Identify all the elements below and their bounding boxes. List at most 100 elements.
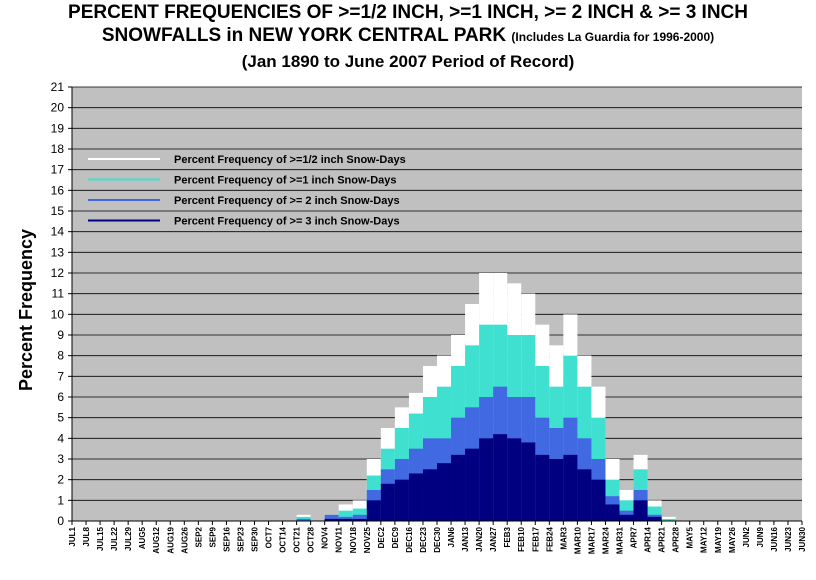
x-tick-label: MAY19	[714, 526, 723, 552]
y-axis-label: Percent Frequency	[16, 229, 36, 391]
y-tick-label: 20	[51, 101, 65, 115]
y-tick-label: 8	[57, 349, 64, 363]
x-tick-label: MAR24	[601, 526, 610, 554]
x-tick-label: NOV11	[335, 526, 344, 552]
chart-subtitle: (Jan 1890 to June 2007 Period of Record)	[241, 52, 575, 71]
bar	[437, 463, 452, 521]
x-tick-label: JUN2	[742, 526, 751, 547]
chart-title-line1: PERCENT FREQUENCIES OF >=1/2 INCH, >=1 I…	[68, 2, 748, 23]
x-tick-label: APR7	[630, 526, 639, 548]
x-tick-label: AUG12	[152, 526, 161, 553]
legend-label: Percent Frequency of >= 3 inch Snow-Days	[174, 216, 400, 228]
y-tick-label: 3	[57, 452, 64, 466]
chart-title-note: (Includes La Guardia for 1996-2000)	[511, 30, 715, 44]
y-tick-label: 12	[51, 266, 65, 280]
x-tick-label: JUN30	[798, 526, 807, 551]
x-tick-label: FEB3	[503, 526, 512, 547]
y-tick-label: 6	[57, 390, 64, 404]
bar	[605, 504, 620, 521]
series-three-inch	[324, 434, 662, 521]
bar	[296, 518, 311, 521]
y-tick-label: 2	[57, 473, 64, 487]
bar	[507, 438, 522, 521]
bar	[633, 500, 648, 521]
bar	[479, 438, 494, 521]
x-tick-label: NOV4	[321, 526, 330, 548]
x-tick-label: MAR17	[587, 526, 596, 554]
bar	[324, 514, 339, 521]
bar	[422, 469, 437, 521]
x-tick-label: APR14	[644, 526, 653, 552]
bar	[451, 454, 466, 521]
x-tick-label: FEB17	[531, 526, 540, 551]
x-tick-label: NOV18	[349, 526, 358, 553]
bar	[380, 483, 395, 521]
x-tick-label: APR21	[658, 526, 667, 552]
x-tick-label: FEB10	[517, 526, 526, 551]
x-tick-label: DEC2	[377, 526, 386, 548]
x-tick-label: JUN16	[770, 526, 779, 551]
y-tick-label: 19	[51, 121, 65, 135]
x-tick-label: JUL22	[110, 526, 119, 551]
bar	[647, 516, 662, 521]
bar	[619, 514, 634, 521]
x-tick-label: MAY26	[728, 526, 737, 552]
x-tick-label: SEP16	[222, 526, 231, 551]
x-tick-label: JUL15	[96, 526, 105, 551]
y-tick-label: 17	[51, 163, 65, 177]
bar	[366, 500, 381, 521]
legend-label: Percent Frequency of >=1/2 inch Snow-Day…	[174, 154, 406, 166]
x-tick-label: JAN27	[489, 526, 498, 551]
y-tick-label: 11	[52, 287, 65, 301]
y-tick-label: 16	[51, 183, 65, 197]
x-tick-label: DEC9	[391, 526, 400, 548]
x-tick-label: DEC23	[419, 526, 428, 552]
bar	[661, 518, 676, 521]
x-tick-label: AUG26	[180, 526, 189, 553]
x-axis-ticks: JUL1 JUL8 JUL15 JUL22 JUL29 AUG5 AUG12 AUG19 AUG…	[68, 521, 807, 554]
legend-label: Percent Frequency of >=1 inch Snow-Days	[174, 175, 397, 187]
y-tick-label: 5	[57, 411, 64, 425]
x-tick-label: JAN13	[461, 526, 470, 551]
x-tick-label: JAN20	[475, 526, 484, 551]
bar	[563, 454, 578, 521]
bar	[324, 518, 339, 521]
x-tick-label: SEP23	[236, 526, 245, 551]
x-tick-label: SEP2	[194, 526, 203, 547]
bar	[521, 442, 536, 521]
bar	[535, 454, 550, 521]
x-tick-label: SEP30	[251, 526, 260, 551]
data-bars	[296, 273, 676, 521]
y-tick-label: 0	[57, 514, 64, 528]
y-tick-label: 1	[57, 493, 64, 507]
x-tick-label: AUG19	[166, 526, 175, 553]
y-tick-label: 15	[51, 204, 65, 218]
bar	[493, 434, 508, 521]
legend-label: Percent Frequency of >= 2 inch Snow-Days	[174, 195, 400, 207]
x-tick-label: NOV25	[363, 526, 372, 553]
x-tick-label: MAR3	[559, 526, 568, 549]
bar	[338, 518, 353, 521]
bar	[352, 518, 367, 521]
x-tick-label: FEB24	[545, 526, 554, 551]
x-tick-label: JAN6	[447, 526, 456, 547]
x-tick-label: OCT14	[279, 526, 288, 552]
x-tick-label: MAR31	[616, 526, 625, 554]
x-tick-label: JUN23	[784, 526, 793, 551]
bar	[577, 469, 592, 521]
bar	[591, 479, 606, 521]
x-tick-label: SEP9	[208, 526, 217, 547]
x-tick-label: AUG5	[138, 526, 147, 549]
x-tick-label: MAR10	[573, 526, 582, 554]
bar	[338, 510, 353, 521]
x-tick-label: JUL29	[124, 526, 133, 551]
y-tick-label: 10	[51, 307, 65, 321]
y-tick-label: 7	[57, 369, 64, 383]
x-tick-label: JUL8	[82, 526, 91, 546]
bar	[394, 479, 409, 521]
y-tick-label: 9	[57, 328, 64, 342]
x-tick-label: DEC30	[433, 526, 442, 552]
legend: Percent Frequency of >=1/2 inch Snow-Day…	[88, 154, 406, 228]
bar	[408, 473, 423, 521]
